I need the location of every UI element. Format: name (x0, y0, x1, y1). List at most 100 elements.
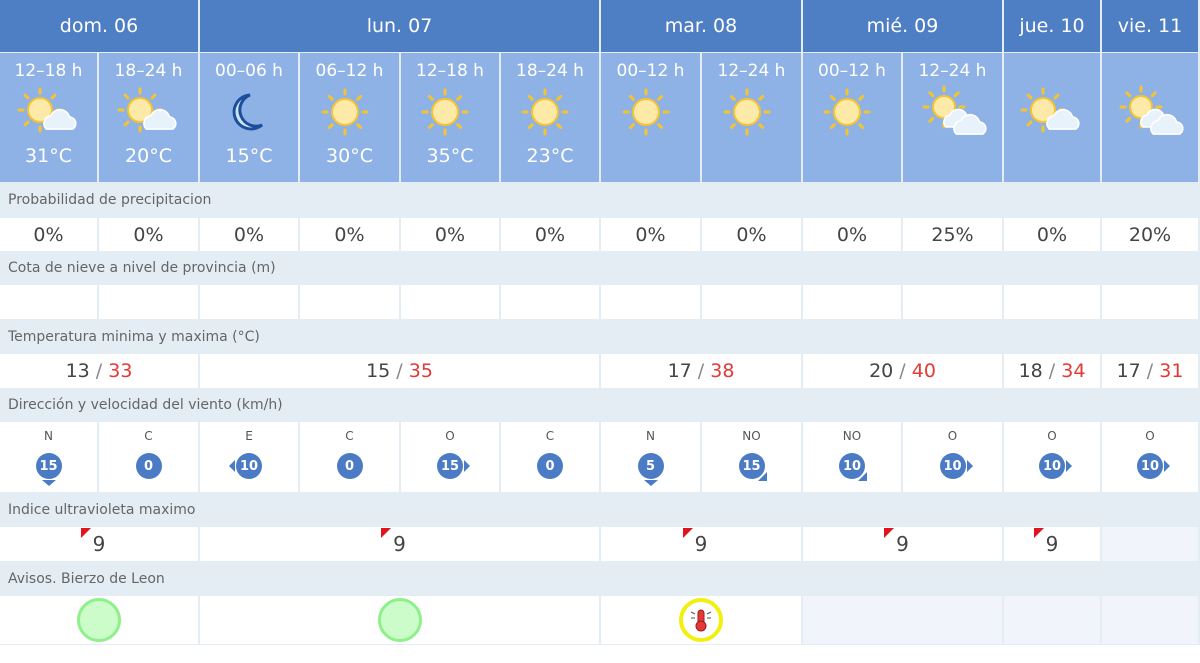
wind-speed-badge: 10 (939, 453, 973, 479)
precip-cell: 0% (300, 218, 399, 251)
temp-max: 40 (911, 360, 936, 382)
precip-cell: 0% (501, 218, 599, 251)
sun-icon (717, 81, 787, 141)
precip-cell: 0% (401, 218, 499, 251)
moon-icon (214, 81, 284, 141)
sun-clouds-icon (1115, 81, 1185, 141)
temp-cell: 18 / 34 (1004, 354, 1100, 388)
uv-flag-icon (682, 528, 693, 538)
period-temp: 15°C (225, 145, 273, 167)
wind-speed: 5 (645, 458, 656, 474)
snow-row (0, 285, 1200, 319)
temp-min: 17 (1116, 360, 1141, 382)
wind-arrow-icon (41, 480, 56, 486)
wind-direction: O (1145, 429, 1155, 443)
period-cell: 06–12 h 30°C (300, 52, 401, 182)
temp-min: 20 (869, 360, 894, 382)
wind-arrow-icon (966, 460, 973, 472)
period-cell: 00–12 h (803, 52, 903, 182)
wind-speed: 10 (239, 458, 259, 474)
aviso-cell (601, 596, 801, 644)
precip-cell: 0% (702, 218, 801, 251)
snow-cell (401, 285, 499, 319)
sun-cloud-icon (114, 81, 184, 141)
temp-row: 13 / 33 15 / 35 17 / 38 20 / 40 18 / 34 17 / … (0, 354, 1200, 388)
temp-cell: 17 / 38 (601, 354, 801, 388)
snow-cell (601, 285, 700, 319)
snow-cell (99, 285, 198, 319)
day-header[interactable]: mar. 08 (601, 0, 803, 52)
uv-value: 9 (884, 528, 909, 556)
uv-cell: 9 (601, 527, 801, 561)
day-header[interactable]: mié. 09 (803, 0, 1004, 52)
wind-speed: 0 (344, 458, 355, 474)
wind-speed: 10 (1042, 458, 1062, 474)
period-cell: 12–24 h (702, 52, 803, 182)
temp-cell: 17 / 31 (1102, 354, 1198, 388)
day-header[interactable]: dom. 06 (0, 0, 200, 52)
temp-max: 31 (1159, 360, 1184, 382)
aviso-cell (200, 596, 599, 644)
temp-max: 34 (1061, 360, 1086, 382)
period-temp: 23°C (526, 145, 574, 167)
period-temp: 20°C (125, 145, 172, 167)
no-warning-icon[interactable] (77, 598, 121, 642)
wind-speed: 0 (143, 458, 154, 474)
aviso-cell (1004, 596, 1100, 644)
snow-cell (200, 285, 298, 319)
uv-cell: 9 (1004, 527, 1100, 561)
uv-flag-icon (80, 528, 91, 538)
wind-speed: 10 (943, 458, 962, 474)
sun-clouds-icon (918, 81, 988, 141)
temp-min: 17 (667, 360, 692, 382)
no-warning-icon[interactable] (377, 598, 422, 642)
day-header[interactable]: vie. 11 (1102, 0, 1200, 52)
wind-cell: NO 10 (803, 422, 901, 492)
wind-direction: E (245, 429, 253, 443)
temp-min: 18 (1018, 360, 1043, 382)
uv-value: 9 (1033, 528, 1058, 556)
uv-cell: 9 (0, 527, 198, 561)
wind-direction: NO (842, 429, 862, 443)
wind-cell: N 15 (0, 422, 97, 492)
aviso-cell (0, 596, 198, 644)
period-cell: 00–06 h 15°C (200, 52, 300, 182)
precip-cell: 0% (200, 218, 298, 251)
wind-speed: 10 (842, 458, 862, 474)
wind-speed-badge: 0 (537, 453, 563, 479)
sun-icon (616, 81, 686, 141)
snow-cell (0, 285, 97, 319)
period-temp: 30°C (326, 145, 373, 167)
precip-row: 0% 0% 0% 0% 0% 0% 0% 0% 0% 25% 0% 20% (0, 218, 1200, 251)
temp-max: 35 (408, 360, 433, 382)
temp-min: 15 (366, 360, 391, 382)
period-cell: 12–18 h 35°C (401, 52, 501, 182)
wind-direction: N (646, 429, 655, 443)
snow-cell (903, 285, 1002, 319)
day-header[interactable]: lun. 07 (200, 0, 601, 52)
period-time: 12–18 h (416, 61, 484, 81)
uv-cell (1102, 527, 1198, 561)
uv-value: 9 (381, 528, 406, 556)
day-header[interactable]: jue. 10 (1004, 0, 1102, 52)
temp-separator: / (1042, 360, 1062, 382)
period-cell: 18–24 h 23°C (501, 52, 601, 182)
snow-cell (1004, 285, 1100, 319)
heat-warning-icon[interactable] (679, 598, 723, 642)
wind-cell: NO 15 (702, 422, 801, 492)
precip-cell: 0% (601, 218, 700, 251)
wind-direction: N (44, 429, 53, 443)
wind-speed-badge: 5 (637, 453, 664, 486)
wind-speed-badge: 0 (135, 453, 162, 479)
period-time: 12–24 h (717, 61, 786, 81)
sun-icon (515, 81, 585, 141)
temp-cell: 13 / 33 (0, 354, 198, 388)
uv-flag-icon (381, 528, 392, 538)
period-temp: 31°C (25, 145, 72, 167)
temp-separator: / (1140, 360, 1160, 382)
period-row: 12–18 h 31°C 18–24 h 20°C 00–06 h 15°C 06–12 h… (0, 52, 1200, 182)
uv-label: Indice ultravioleta maximo (8, 501, 196, 518)
wind-cell: O 10 (903, 422, 1002, 492)
